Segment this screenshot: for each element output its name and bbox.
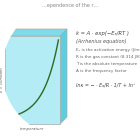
Polygon shape (5, 36, 60, 124)
Text: A is the frequency factor: A is the frequency factor (76, 69, 127, 73)
Text: …ependence of the r…: …ependence of the r… (42, 3, 98, 8)
Polygon shape (60, 29, 67, 124)
Text: k = A · exp(−Eₐ/RT ): k = A · exp(−Eₐ/RT ) (76, 31, 129, 36)
Polygon shape (5, 29, 67, 36)
Text: temperature: temperature (20, 127, 45, 131)
Text: T is the absolute temperature: T is the absolute temperature (76, 62, 137, 66)
Text: k = constant: k = constant (0, 68, 4, 92)
Text: (Arrhenius equation): (Arrhenius equation) (76, 38, 127, 44)
Text: R is the gas constant (8.314 J/K·mol: R is the gas constant (8.314 J/K·mol (76, 55, 140, 59)
Circle shape (2, 2, 138, 138)
Text: Eₐ is the activation energy (J/mol): Eₐ is the activation energy (J/mol) (76, 48, 140, 52)
Text: lnκ = − · Eₐ/R · 1/T + lnᴬ: lnκ = − · Eₐ/R · 1/T + lnᴬ (76, 82, 135, 88)
